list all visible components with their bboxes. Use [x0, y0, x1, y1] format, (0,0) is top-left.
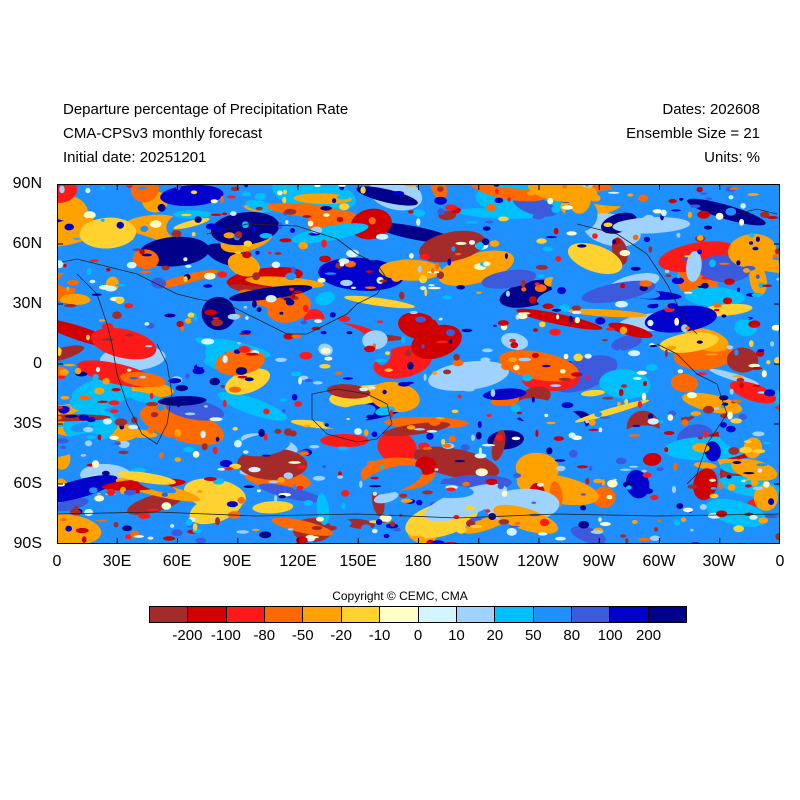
ensemble-size-label: Ensemble Size = 21: [626, 125, 760, 142]
lat-label: 60S: [13, 475, 42, 492]
lon-label: 180: [404, 553, 432, 570]
lon-label: 30W: [702, 553, 736, 570]
lon-label: 90W: [582, 553, 616, 570]
colorbar-label: -80: [253, 627, 276, 644]
colorbar-swatch: [456, 607, 496, 622]
colorbar-swatch: [533, 607, 572, 622]
colorbar-label: 0: [413, 627, 423, 644]
anomaly-field: [57, 184, 780, 544]
colorbar-label: -200: [172, 627, 203, 644]
colorbar-swatch: [265, 607, 304, 622]
map-title: Departure percentage of Precipitation Ra…: [63, 101, 349, 118]
lon-label: 120E: [279, 553, 317, 570]
lat-label: 30N: [12, 295, 42, 312]
colorbar-swatch: [571, 607, 611, 622]
lon-label: 0: [52, 553, 62, 570]
lat-label: 90S: [13, 535, 42, 552]
map-frame: [57, 184, 780, 544]
coastlines: [57, 208, 780, 519]
model-subtitle: CMA-CPSv3 monthly forecast: [63, 125, 263, 142]
colorbar-swatch: [150, 607, 189, 622]
colorbar-label: -50: [291, 627, 314, 644]
colorbar-label: 50: [524, 627, 542, 644]
colorbar-swatch: [226, 607, 266, 622]
copyright-notice: Copyright © CEMC, CMA: [332, 589, 468, 603]
dates-label: Dates: 202608: [662, 101, 760, 118]
precipitation-anomaly-map: [57, 184, 780, 544]
lon-label: 150E: [339, 553, 377, 570]
lat-label: 60N: [12, 235, 42, 252]
lon-label: 90E: [222, 553, 252, 570]
colorbar-label: 80: [563, 627, 581, 644]
colorbar-swatch: [648, 607, 687, 622]
lat-label: 0: [33, 355, 42, 372]
lon-label: 60E: [162, 553, 192, 570]
colorbar-label: 100: [597, 627, 623, 644]
colorbar-swatch: [188, 607, 227, 622]
colorbar-swatch: [341, 607, 381, 622]
units-label: Units: %: [704, 149, 760, 166]
colorbar-label: -20: [330, 627, 352, 644]
colorbar-label: -100: [210, 627, 241, 644]
colorbar-swatch: [610, 607, 649, 622]
colorbar-swatch: [495, 607, 534, 622]
lon-label: 0: [775, 553, 785, 570]
colorbar-label: 200: [636, 627, 662, 644]
lat-label: 90N: [12, 175, 42, 192]
colorbar-swatch: [303, 607, 342, 622]
colorbar-label: 10: [448, 627, 465, 644]
lon-label: 150W: [457, 553, 499, 570]
colorbar-label: -10: [368, 627, 391, 644]
lon-label: 60W: [642, 553, 676, 570]
colorbar-swatch: [418, 607, 457, 622]
lon-label: 120W: [517, 553, 559, 570]
initial-date-label: Initial date: 20251201: [63, 149, 207, 166]
colorbar-swatch: [380, 607, 419, 622]
map-canvas: [57, 184, 780, 544]
lon-label: 30E: [102, 553, 132, 570]
lat-label: 30S: [13, 415, 42, 432]
colorbar-label: 20: [486, 627, 504, 644]
colorbar: [149, 606, 687, 623]
